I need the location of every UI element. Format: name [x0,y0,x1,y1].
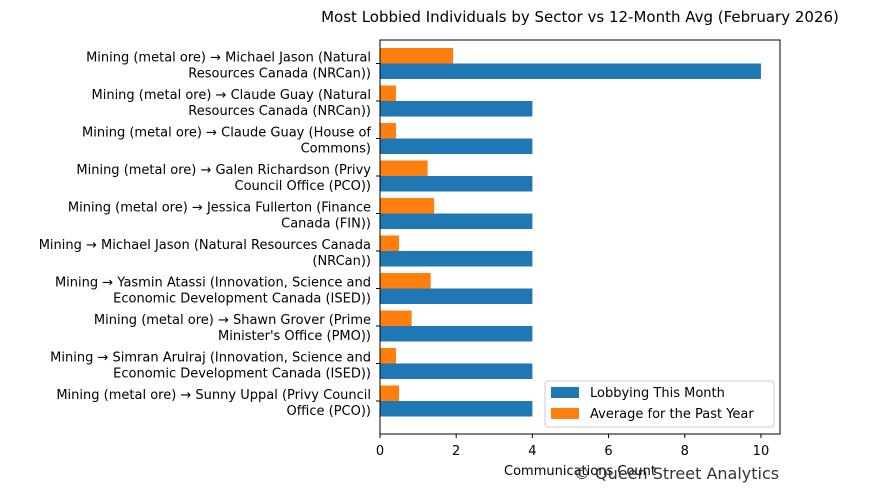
legend: Lobbying This Month Average for the Past … [544,380,775,428]
category-label: Mining (metal ore) → Claude Guay (Natura… [92,88,372,103]
bar-this-month-1 [380,101,533,117]
legend-label: Average for the Past Year [590,407,754,422]
x-tick-label: 10 [753,444,770,459]
bar-this-month-4 [380,213,533,229]
category-label: Resources Canada (NRCan)) [188,67,371,82]
bar-this-month-0 [380,63,761,79]
category-labels: Mining (metal ore) → Michael Jason (Natu… [39,51,380,419]
category-label: Mining (metal ore) → Jessica Fullerton (… [68,201,371,216]
category-label: Commons) [301,142,371,157]
category-label: Mining (metal ore) → Shawn Grover (Prime [94,313,371,328]
category-label: Mining → Yasmin Atassi (Innovation, Scie… [55,276,371,291]
bar-average-4 [380,198,435,214]
bar-this-month-2 [380,138,533,154]
category-label: Mining (metal ore) → Sunny Uppal (Privy … [56,388,371,403]
category-label: Council Office (PCO)) [235,179,371,194]
category-label: Mining → Simran Arulraj (Innovation, Sci… [50,351,371,366]
plot-frame [379,39,781,435]
bar-average-0 [380,48,454,64]
bar-average-9 [380,385,400,401]
category-label: Mining (metal ore) → Michael Jason (Natu… [86,51,371,66]
x-axis: 0 2 4 6 8 10 [376,434,769,459]
category-label: Minister's Office (PMO)) [218,329,371,344]
bar-average-7 [380,310,412,326]
bar-average-5 [380,235,400,251]
x-tick-label: 8 [681,444,689,459]
legend-label: Lobbying This Month [590,386,725,401]
x-tick-label: 4 [528,444,536,459]
bar-this-month-5 [380,251,533,267]
x-axis-label: Communications Count [504,464,656,479]
bar-average-6 [380,273,431,289]
bar-average-8 [380,348,396,364]
category-label: Canada (FIN)) [281,217,371,232]
category-label: Mining (metal ore) → Claude Guay (House … [82,126,371,141]
chart-title: Most Lobbied Individuals by Sector vs 12… [321,8,839,26]
category-label: Mining → Michael Jason (Natural Resource… [39,238,371,253]
legend-swatch [551,408,579,419]
x-tick-label: 6 [604,444,612,459]
bar-this-month-3 [380,176,533,192]
x-tick-label: 2 [452,444,460,459]
bar-average-3 [380,160,428,176]
category-label: Resources Canada (NRCan)) [188,104,371,119]
bar-this-month-7 [380,326,533,342]
bar-average-1 [380,85,396,101]
bars-group [380,48,761,417]
category-label: Economic Development Canada (ISED)) [113,367,371,382]
legend-box [544,380,775,428]
category-label: Mining (metal ore) → Galen Richardson (P… [76,163,371,178]
legend-swatch [551,387,579,398]
bar-this-month-6 [380,288,533,304]
watermark: © Queen Street Analytics [574,464,780,483]
bar-this-month-9 [380,401,533,417]
category-label: Office (PCO)) [287,404,371,419]
bar-average-2 [380,123,396,139]
category-label: (NRCan)) [312,254,371,269]
category-label: Economic Development Canada (ISED)) [113,292,371,307]
x-tick-label: 0 [376,444,384,459]
bar-this-month-8 [380,363,533,379]
